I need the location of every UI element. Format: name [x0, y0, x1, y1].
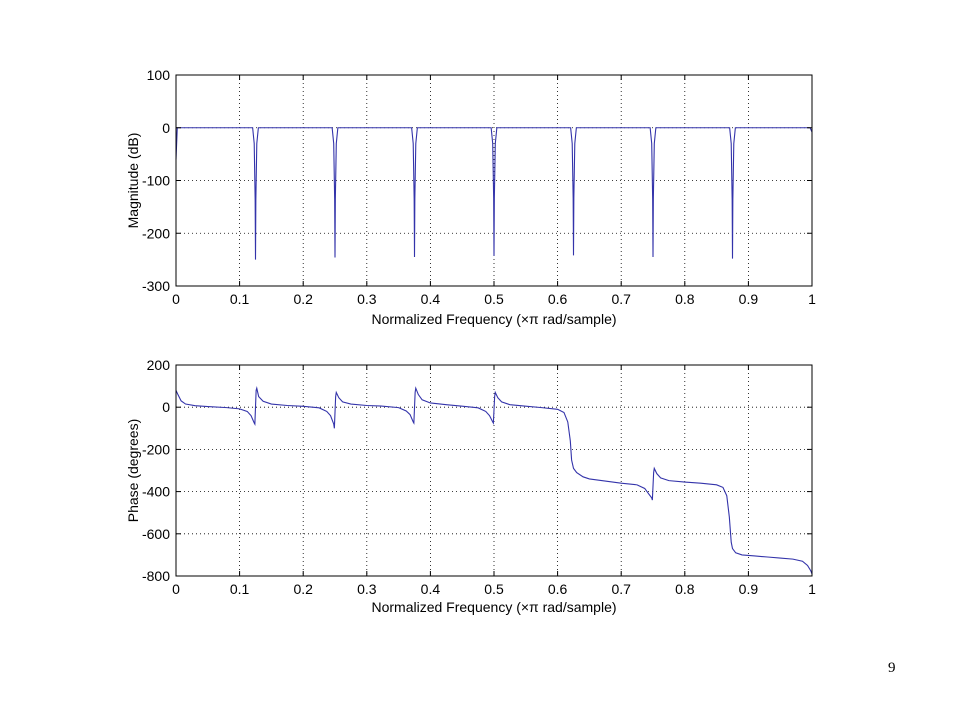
y-tick-label: 0: [162, 120, 170, 136]
magnitude-plot: 0 0.1 0.2 0.3 0.4 0.5 0.6 0.7 0.8 0.9 1 100 0 -100 -20…: [125, 67, 816, 327]
y-tick-label: 100: [147, 67, 171, 83]
x-tick-label: 0.2: [293, 291, 313, 307]
x-tick-label: 0.5: [484, 291, 504, 307]
x-tick-label: 1: [808, 291, 816, 307]
x-tick-label: 0.6: [548, 581, 568, 597]
series-line-magnitude: [175, 127, 813, 260]
x-tick-label: 0.7: [611, 581, 631, 597]
y-axis-label: Magnitude (dB): [125, 133, 141, 229]
page-number: 9: [888, 660, 896, 676]
x-tick-label: 1: [808, 581, 816, 597]
x-tick-label: 0.8: [675, 581, 695, 597]
x-tick-label: 0.3: [357, 291, 377, 307]
x-tick-label: 0.4: [421, 291, 441, 307]
x-tick-label: 0: [172, 291, 180, 307]
y-tick-label: -300: [142, 278, 170, 294]
x-tick-label: 0.4: [421, 581, 441, 597]
axes-box: [175, 364, 813, 577]
x-tick-label: 0.5: [484, 581, 504, 597]
y-axis-label: Phase (degrees): [125, 419, 141, 523]
x-axis-label: Normalized Frequency (×π rad/sample): [371, 311, 616, 327]
x-tick-label: 0.9: [739, 581, 759, 597]
x-tick-label: 0.3: [357, 581, 377, 597]
x-tick-label: 0.9: [739, 291, 759, 307]
x-tick-label: 0.1: [230, 581, 250, 597]
x-tick-label: 0.7: [611, 291, 631, 307]
y-tick-label: -200: [142, 225, 170, 241]
y-tick-label: 0: [162, 399, 170, 415]
x-tick-label: 0.8: [675, 291, 695, 307]
x-axis-label: Normalized Frequency (×π rad/sample): [371, 599, 616, 615]
x-tick-label: 0.6: [548, 291, 568, 307]
y-tick-label: -200: [142, 441, 170, 457]
y-tick-label: -800: [142, 568, 170, 584]
y-tick-label: -400: [142, 484, 170, 500]
x-tick-label: 0.2: [293, 581, 313, 597]
x-tick-label: 0: [172, 581, 180, 597]
x-tick-label: 0.1: [230, 291, 250, 307]
y-tick-label: 200: [147, 357, 171, 373]
phase-plot: 0 0.1 0.2 0.3 0.4 0.5 0.6 0.7 0.8 0.9 1 200 0 -200 -40…: [125, 357, 816, 615]
y-tick-label: -600: [142, 526, 170, 542]
y-tick-label: -100: [142, 173, 170, 189]
series-line-phase: [175, 386, 813, 575]
